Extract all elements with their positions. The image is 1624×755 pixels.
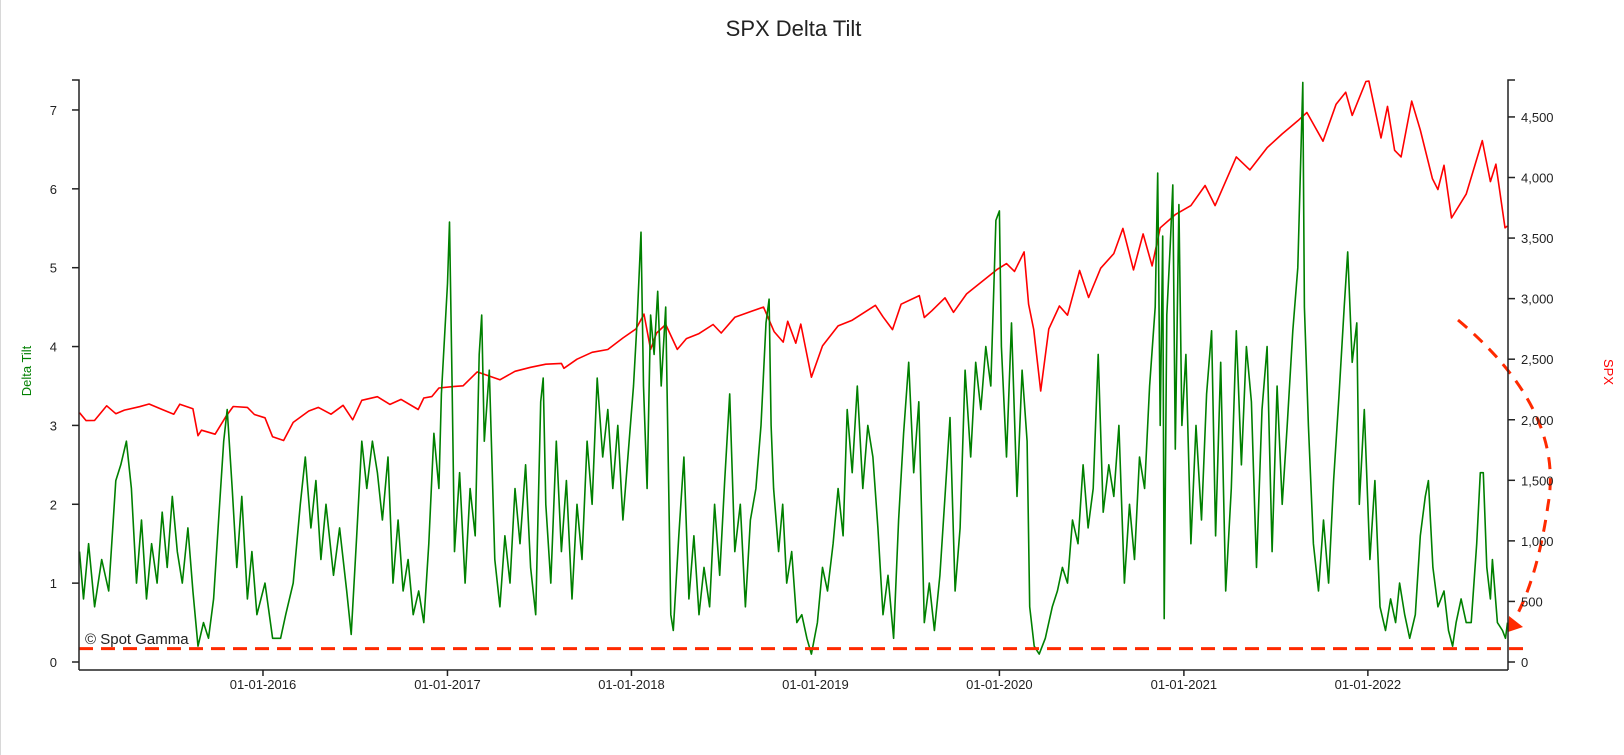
left-axis-label: Delta Tilt: [19, 345, 34, 396]
right-axis-tick-label: 2,500: [1521, 352, 1554, 367]
right-axis-tick-label: 2,000: [1521, 413, 1554, 428]
x-axis-tick-label: 01-01-2017: [414, 677, 481, 692]
right-axis-tick-label: 500: [1521, 594, 1543, 609]
spx-line: [78, 80, 1508, 442]
right-axis-tick-label: 0: [1521, 655, 1528, 670]
right-axis-tick-label: 3,500: [1521, 231, 1554, 246]
right-axis-label: SPX: [1601, 359, 1616, 385]
left-axis-tick-label: 5: [50, 261, 57, 276]
right-axis-tick-label: 4,500: [1521, 110, 1554, 125]
left-axis-tick-label: 6: [50, 182, 57, 197]
right-axis-tick-label: 3,000: [1521, 292, 1554, 307]
x-axis-tick-label: 01-01-2020: [966, 677, 1033, 692]
watermark: © Spot Gamma: [85, 631, 189, 648]
x-axis-tick-label: 01-01-2019: [782, 677, 849, 692]
left-axis-tick-label: 7: [50, 103, 57, 118]
window-edge: [0, 0, 1, 755]
x-axis-tick-label: 01-01-2021: [1151, 677, 1218, 692]
delta-tilt-line: [78, 81, 1509, 655]
chart-title: SPX Delta Tilt: [725, 16, 862, 41]
right-axis-line: [1507, 79, 1515, 670]
arrowhead-icon: [1508, 616, 1523, 632]
x-axis-tick-label: 01-01-2022: [1335, 677, 1402, 692]
left-axis-tick-label: 0: [50, 655, 57, 670]
right-axis-tick-label: 1,500: [1521, 473, 1554, 488]
left-axis-tick-label: 4: [50, 340, 57, 355]
x-axis-tick-label: 01-01-2018: [598, 677, 665, 692]
curved-dashed-arrow: [1457, 318, 1552, 618]
left-axis-tick-label: 2: [50, 497, 57, 512]
left-axis-line: [72, 79, 80, 670]
right-axis-tick-label: 1,000: [1521, 534, 1554, 549]
right-axis-tick-label: 4,000: [1521, 171, 1554, 186]
left-axis-tick-label: 3: [50, 418, 57, 433]
left-axis-tick-label: 1: [50, 576, 57, 591]
x-axis-tick-label: 01-01-2016: [230, 677, 297, 692]
